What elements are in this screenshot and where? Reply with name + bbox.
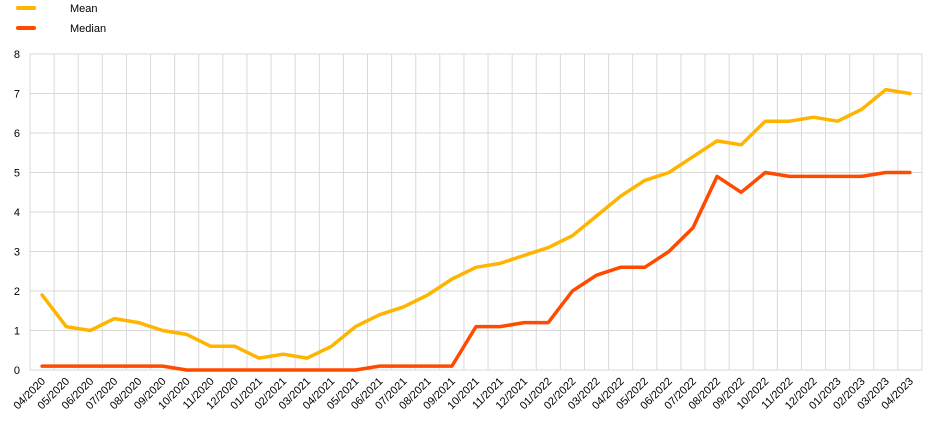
gridlines bbox=[29, 53, 923, 371]
legend-label-median: Median bbox=[70, 23, 106, 35]
y-tick-label: 3 bbox=[14, 247, 20, 259]
series-group bbox=[40, 87, 912, 372]
legend: Mean Median bbox=[16, 3, 106, 35]
x-axis: 04/202005/202006/202007/202008/202009/20… bbox=[11, 376, 915, 413]
y-tick-label: 6 bbox=[14, 128, 20, 140]
y-tick-label: 0 bbox=[14, 365, 20, 377]
y-tick-label: 5 bbox=[14, 168, 20, 180]
y-tick-label: 7 bbox=[14, 89, 20, 101]
y-tick-label: 4 bbox=[14, 207, 20, 219]
legend-label-mean: Mean bbox=[70, 3, 98, 15]
series-line-mean bbox=[40, 87, 912, 360]
y-tick-label: 2 bbox=[14, 286, 20, 298]
series-line-median bbox=[40, 170, 912, 372]
y-axis: 0 1 2 3 4 5 6 7 8 bbox=[14, 49, 20, 377]
y-tick-label: 1 bbox=[14, 326, 20, 338]
y-tick-label: 8 bbox=[14, 49, 20, 61]
